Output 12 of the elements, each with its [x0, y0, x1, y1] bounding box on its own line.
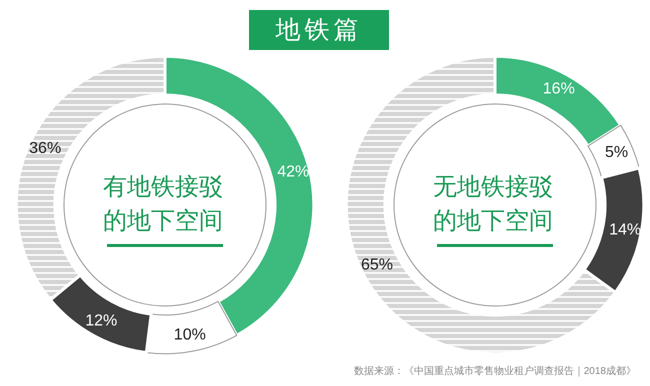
data-label: 16%: [542, 80, 575, 98]
text: 有地铁接驳的地下空间: [103, 174, 223, 234]
data-label: 65%: [360, 256, 394, 274]
data-label: 36%: [29, 140, 62, 158]
data-label: 10%: [174, 326, 206, 344]
chart-title: 地铁篇: [249, 10, 389, 50]
data-label: 42%: [277, 164, 310, 181]
source-note: 数据来源：《中国重点城市零售物业租户调查报告｜2018成都》: [354, 364, 636, 378]
data-label: 12%: [85, 312, 118, 330]
text: 无地铁接驳的地下空间: [433, 174, 553, 234]
data-label: 5%: [604, 144, 628, 161]
data-label: 14%: [609, 221, 642, 238]
